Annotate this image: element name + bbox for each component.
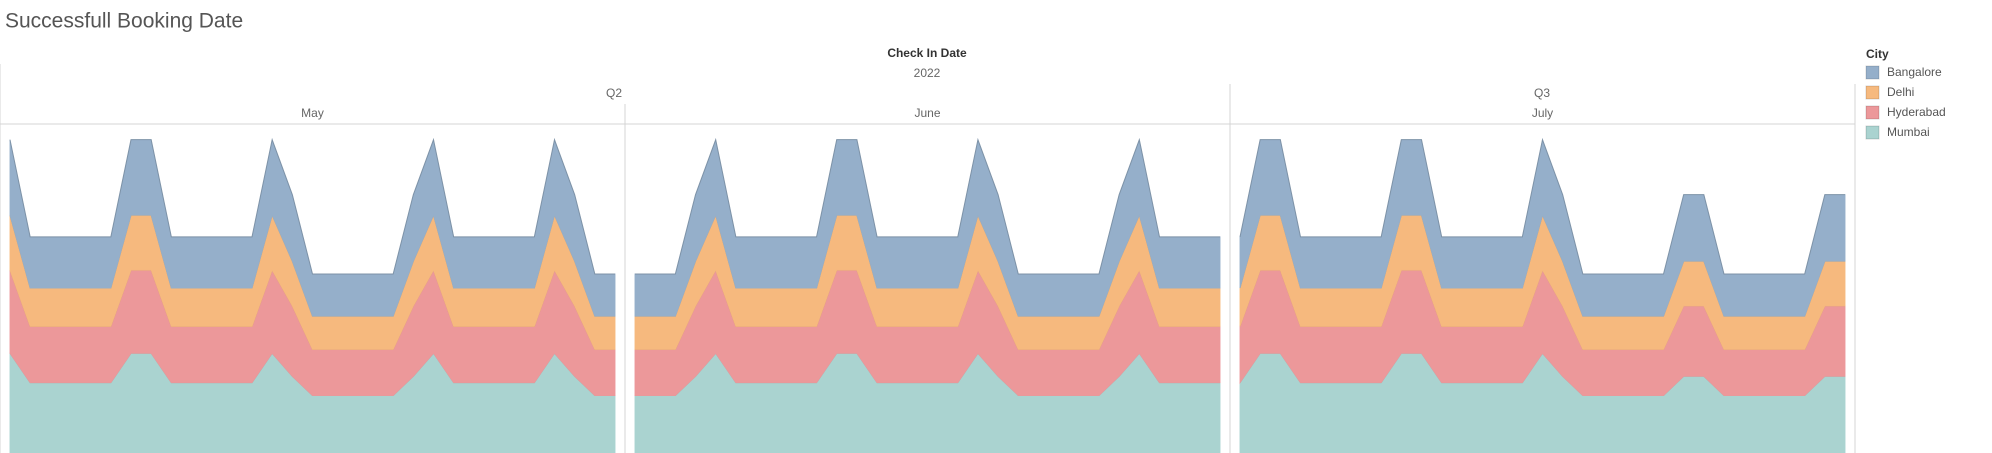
area	[634, 137, 1221, 317]
area-edge	[635, 137, 1220, 275]
legend-swatch	[1865, 125, 1880, 140]
area	[9, 137, 616, 317]
header-field: Check In Date	[887, 46, 967, 60]
panel-label: June	[914, 106, 940, 120]
legend-swatch	[1865, 105, 1880, 120]
area-edge	[9, 137, 615, 275]
header-year: 2022	[914, 66, 941, 80]
quarter-label: Q3	[1534, 86, 1550, 100]
quarter-label: Q2	[606, 86, 622, 100]
legend-swatch	[1865, 65, 1880, 80]
panel-label: May	[301, 106, 324, 120]
legend: Bangalore Delhi Hyderabad Mumbai	[1865, 65, 1946, 140]
legend-label: Hyderabad	[1887, 105, 1946, 119]
title: Successfull Booking Date	[5, 10, 243, 33]
area	[1239, 137, 1846, 317]
legend-swatch	[1865, 85, 1880, 100]
plots: May June July	[9, 106, 1846, 453]
legend-title: City	[1866, 47, 1889, 61]
legend-label: Bangalore	[1887, 65, 1942, 79]
area-edge	[1239, 137, 1845, 275]
legend-label: Mumbai	[1887, 125, 1930, 139]
panel-label: July	[1532, 106, 1553, 120]
legend-label: Delhi	[1887, 85, 1914, 99]
